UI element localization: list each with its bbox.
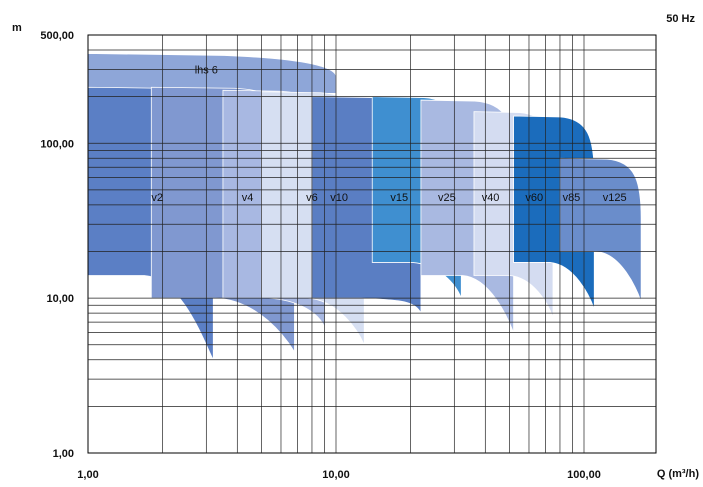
band-v125 (559, 157, 642, 302)
performance-bands (87, 53, 642, 360)
frequency-label: 50 Hz (666, 13, 695, 25)
axes: m 50 Hz Q (m³/h) 1,00 10,00 100,00 1,00 10,0… (12, 13, 699, 481)
series-label: v25 (438, 192, 456, 204)
y-tick-label: 100,00 (40, 138, 74, 150)
series-label: lhs 6 (195, 64, 218, 76)
series-label: v15 (390, 192, 408, 204)
series-label: v4 (242, 192, 254, 204)
y-tick-label: 10,00 (46, 293, 74, 305)
y-tick-label: 1,00 (53, 448, 74, 460)
x-tick-label: 1,00 (77, 469, 98, 481)
series-label: v40 (482, 192, 500, 204)
series-label: v2 (151, 192, 163, 204)
series-label: v6 (306, 192, 318, 204)
grid (87, 34, 657, 454)
y-axis-label: m (12, 22, 22, 34)
series-label: v60 (525, 192, 543, 204)
x-tick-label: 100,00 (567, 469, 601, 481)
x-tick-label: 10,00 (322, 469, 350, 481)
x-axis-label: Q (m³/h) (657, 468, 699, 480)
series-label: v10 (330, 192, 348, 204)
series-label: v85 (563, 192, 581, 204)
y-tick-label: 500,00 (40, 30, 74, 42)
plot-frame (87, 34, 657, 454)
series-labels: lhs 6 v2 v4 v6 v10 v15 v25 v40 v60 v85 v125 (151, 64, 626, 204)
series-label: v125 (603, 192, 627, 204)
